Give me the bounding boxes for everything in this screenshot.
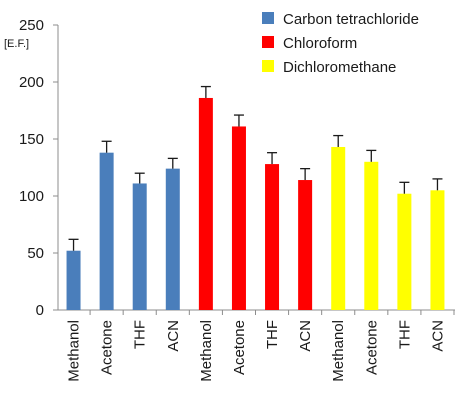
y-axis-label: [E.F.] [4, 38, 29, 50]
legend-swatch [262, 36, 274, 48]
x-tick-label: THF [396, 320, 413, 349]
bar [298, 180, 313, 310]
y-tick-label: 200 [19, 74, 44, 91]
bar [99, 152, 114, 310]
legend: Carbon tetrachloride Chloroform Dichlorome… [262, 11, 419, 76]
bar [231, 126, 246, 311]
x-tick-label: Acetone [231, 320, 248, 375]
bar [66, 250, 81, 310]
x-tick-label: Acetone [363, 320, 380, 375]
bar [331, 146, 346, 310]
y-tick-label: 150 [19, 131, 44, 148]
x-tick-label: THF [264, 320, 281, 349]
x-tick-label: ACN [297, 320, 314, 352]
bar [430, 190, 445, 310]
x-tick-label: Methanol [66, 320, 83, 382]
bar [397, 193, 412, 310]
y-tick-label: 100 [19, 188, 44, 205]
legend-label: Dichloromethane [283, 59, 396, 76]
bar [165, 168, 180, 310]
x-tick-label: Acetone [99, 320, 116, 375]
bar [265, 164, 280, 310]
axes: 0 50 100 150 200 250 Methanol Acetone THF ACN Meth… [19, 17, 455, 382]
bars [66, 85, 445, 311]
bar [198, 97, 213, 311]
x-tick-label: THF [132, 320, 149, 349]
y-tick-label: 0 [36, 302, 44, 319]
bar [364, 161, 379, 310]
legend-swatch [262, 12, 274, 24]
x-tick-label: Methanol [198, 320, 215, 382]
legend-label: Carbon tetrachloride [283, 11, 419, 28]
y-tick-label: 50 [27, 245, 44, 262]
y-tick-label: 250 [19, 17, 44, 34]
bar [132, 183, 147, 310]
x-tick-label: ACN [429, 320, 446, 352]
legend-swatch [262, 60, 274, 72]
x-tick-label: ACN [165, 320, 182, 352]
x-tick-label: Methanol [330, 320, 347, 382]
legend-label: Chloroform [283, 35, 357, 52]
